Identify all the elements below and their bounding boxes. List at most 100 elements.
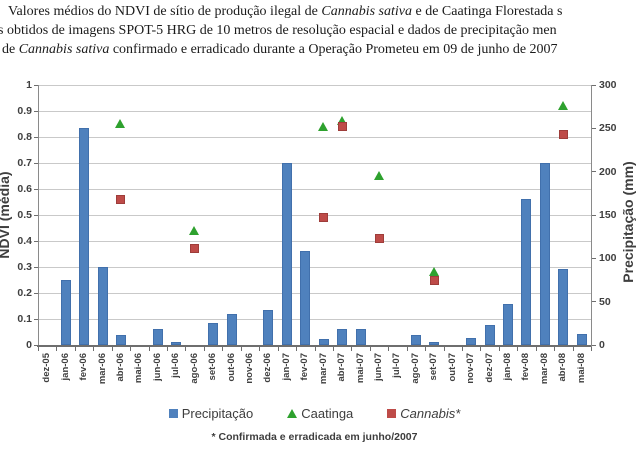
y-tick-label: 0.6 bbox=[17, 183, 32, 195]
precipitation-bar bbox=[152, 328, 163, 345]
x-axis-tick bbox=[56, 347, 58, 351]
x-tick-label: dez-07 bbox=[483, 353, 495, 383]
x-axis-tick bbox=[388, 347, 390, 351]
precipitation-bar bbox=[171, 342, 182, 345]
x-tick-label: jun-06 bbox=[151, 353, 163, 381]
x-axis-tick bbox=[554, 347, 556, 351]
x-tick-label: mar-06 bbox=[96, 353, 108, 385]
legend-caatinga-triangle-icon bbox=[287, 409, 298, 418]
x-tick-label: mai-06 bbox=[133, 353, 145, 384]
precipitation-bar bbox=[281, 163, 292, 345]
precip-tick-label: 300 bbox=[599, 79, 617, 91]
caatinga-marker bbox=[336, 116, 347, 126]
right-axis-tick bbox=[592, 84, 596, 86]
precip-tick-label: 150 bbox=[599, 209, 617, 221]
x-tick-label: fev-06 bbox=[78, 353, 90, 381]
gridline bbox=[38, 136, 591, 138]
x-axis-tick bbox=[443, 347, 445, 351]
precipitation-bar bbox=[466, 338, 477, 345]
x-axis-tick bbox=[351, 347, 353, 351]
precipitation-bar bbox=[208, 323, 219, 345]
right-axis-tick bbox=[592, 301, 596, 303]
precipitation-bar bbox=[115, 334, 126, 345]
caption-run: confirmado e erradicado durante a Operaç… bbox=[109, 42, 558, 57]
precipitation-bar bbox=[337, 328, 348, 345]
caption-italic-run: Cannabis sativa bbox=[321, 4, 412, 19]
x-axis-tick bbox=[480, 347, 482, 351]
gridline bbox=[38, 84, 591, 86]
left-axis-tick bbox=[34, 110, 38, 112]
precipitation-bar bbox=[410, 335, 421, 345]
precipitation-bar bbox=[263, 310, 274, 345]
caatinga-marker bbox=[428, 267, 439, 277]
x-tick-label: set-07 bbox=[428, 353, 440, 381]
figure-caption-line: s obtidos de imagens SPOT-5 HRG de 10 me… bbox=[0, 21, 557, 40]
precipitation-bar bbox=[226, 313, 237, 345]
y-tick-label: 0.8 bbox=[17, 131, 32, 143]
x-axis-tick bbox=[406, 347, 408, 351]
x-tick-label: jul-07 bbox=[391, 353, 403, 378]
y-tick-label: 0.2 bbox=[17, 287, 32, 299]
left-axis-tick bbox=[34, 84, 38, 86]
legend-label: Precipitação bbox=[181, 406, 254, 421]
left-axis-tick bbox=[34, 266, 38, 268]
x-tick-label: jun-07 bbox=[373, 353, 385, 381]
left-axis-tick bbox=[34, 188, 38, 190]
caatinga-marker bbox=[557, 100, 568, 110]
x-axis-tick bbox=[38, 347, 39, 351]
x-tick-label: mar-08 bbox=[538, 353, 550, 385]
x-axis-tick bbox=[591, 347, 592, 351]
right-axis-tick bbox=[592, 257, 596, 259]
caatinga-marker bbox=[115, 119, 126, 128]
left-axis-title: NDVI (média) bbox=[0, 171, 12, 259]
precip-tick-label: 250 bbox=[599, 122, 617, 135]
precipitation-bar bbox=[576, 333, 587, 345]
y-tick-label: 0.7 bbox=[17, 157, 32, 169]
right-axis-tick bbox=[592, 127, 596, 129]
x-axis-tick bbox=[535, 347, 537, 351]
caption-run: Valores médios do NDVI de sítio de produ… bbox=[8, 4, 322, 19]
x-axis-tick bbox=[259, 347, 261, 351]
right-axis-title: Precipitação (mm) bbox=[620, 161, 636, 283]
legend-item: Cannabis* bbox=[387, 406, 460, 421]
y-tick-label: 0.9 bbox=[17, 105, 32, 117]
right-axis-tick bbox=[592, 214, 596, 216]
x-tick-label: nov-07 bbox=[465, 353, 477, 384]
precipitation-bar bbox=[503, 304, 514, 345]
x-axis-tick bbox=[498, 347, 500, 351]
precip-tick-label: 200 bbox=[599, 165, 617, 178]
x-axis-line bbox=[37, 345, 592, 347]
y-tick-label: 0 bbox=[26, 339, 32, 351]
y-tick-label: 0.1 bbox=[17, 313, 32, 325]
x-axis-tick bbox=[296, 347, 298, 351]
precipitation-bar bbox=[60, 280, 71, 345]
right-axis-tick bbox=[592, 344, 596, 346]
x-tick-label: set-06 bbox=[207, 353, 219, 381]
x-tick-label: jan-08 bbox=[502, 353, 514, 381]
caption-run: e de Caatinga Florestada s bbox=[412, 4, 563, 19]
x-tick-label: abr-08 bbox=[557, 353, 569, 382]
gridline bbox=[38, 162, 591, 164]
x-axis-tick bbox=[332, 347, 334, 351]
left-axis-line bbox=[38, 85, 39, 345]
left-axis-tick bbox=[34, 214, 38, 216]
x-tick-label: jul-06 bbox=[170, 353, 182, 378]
legend-item: Precipitação bbox=[168, 406, 254, 421]
x-tick-label: dez-06 bbox=[262, 353, 274, 383]
precipitation-bar bbox=[79, 128, 90, 345]
precip-tick-label: 0 bbox=[599, 339, 605, 351]
x-axis-tick bbox=[369, 347, 371, 351]
x-axis-tick bbox=[572, 347, 574, 351]
right-axis-tick bbox=[592, 171, 596, 173]
chart-footnote: * Confirmada e erradicada em junho/2007 bbox=[211, 431, 418, 443]
gridline bbox=[38, 318, 591, 320]
x-tick-label: out-07 bbox=[446, 353, 458, 382]
precipitation-bar bbox=[484, 325, 495, 345]
cannabis-marker bbox=[374, 233, 384, 243]
precipitation-bar bbox=[539, 163, 550, 345]
figure-caption-line: Valores médios do NDVI de sítio de produ… bbox=[8, 2, 562, 21]
chart-legend: Precipitação Caatinga Cannabis* bbox=[0, 406, 629, 421]
x-axis-tick bbox=[74, 347, 76, 351]
cannabis-marker bbox=[190, 244, 200, 254]
